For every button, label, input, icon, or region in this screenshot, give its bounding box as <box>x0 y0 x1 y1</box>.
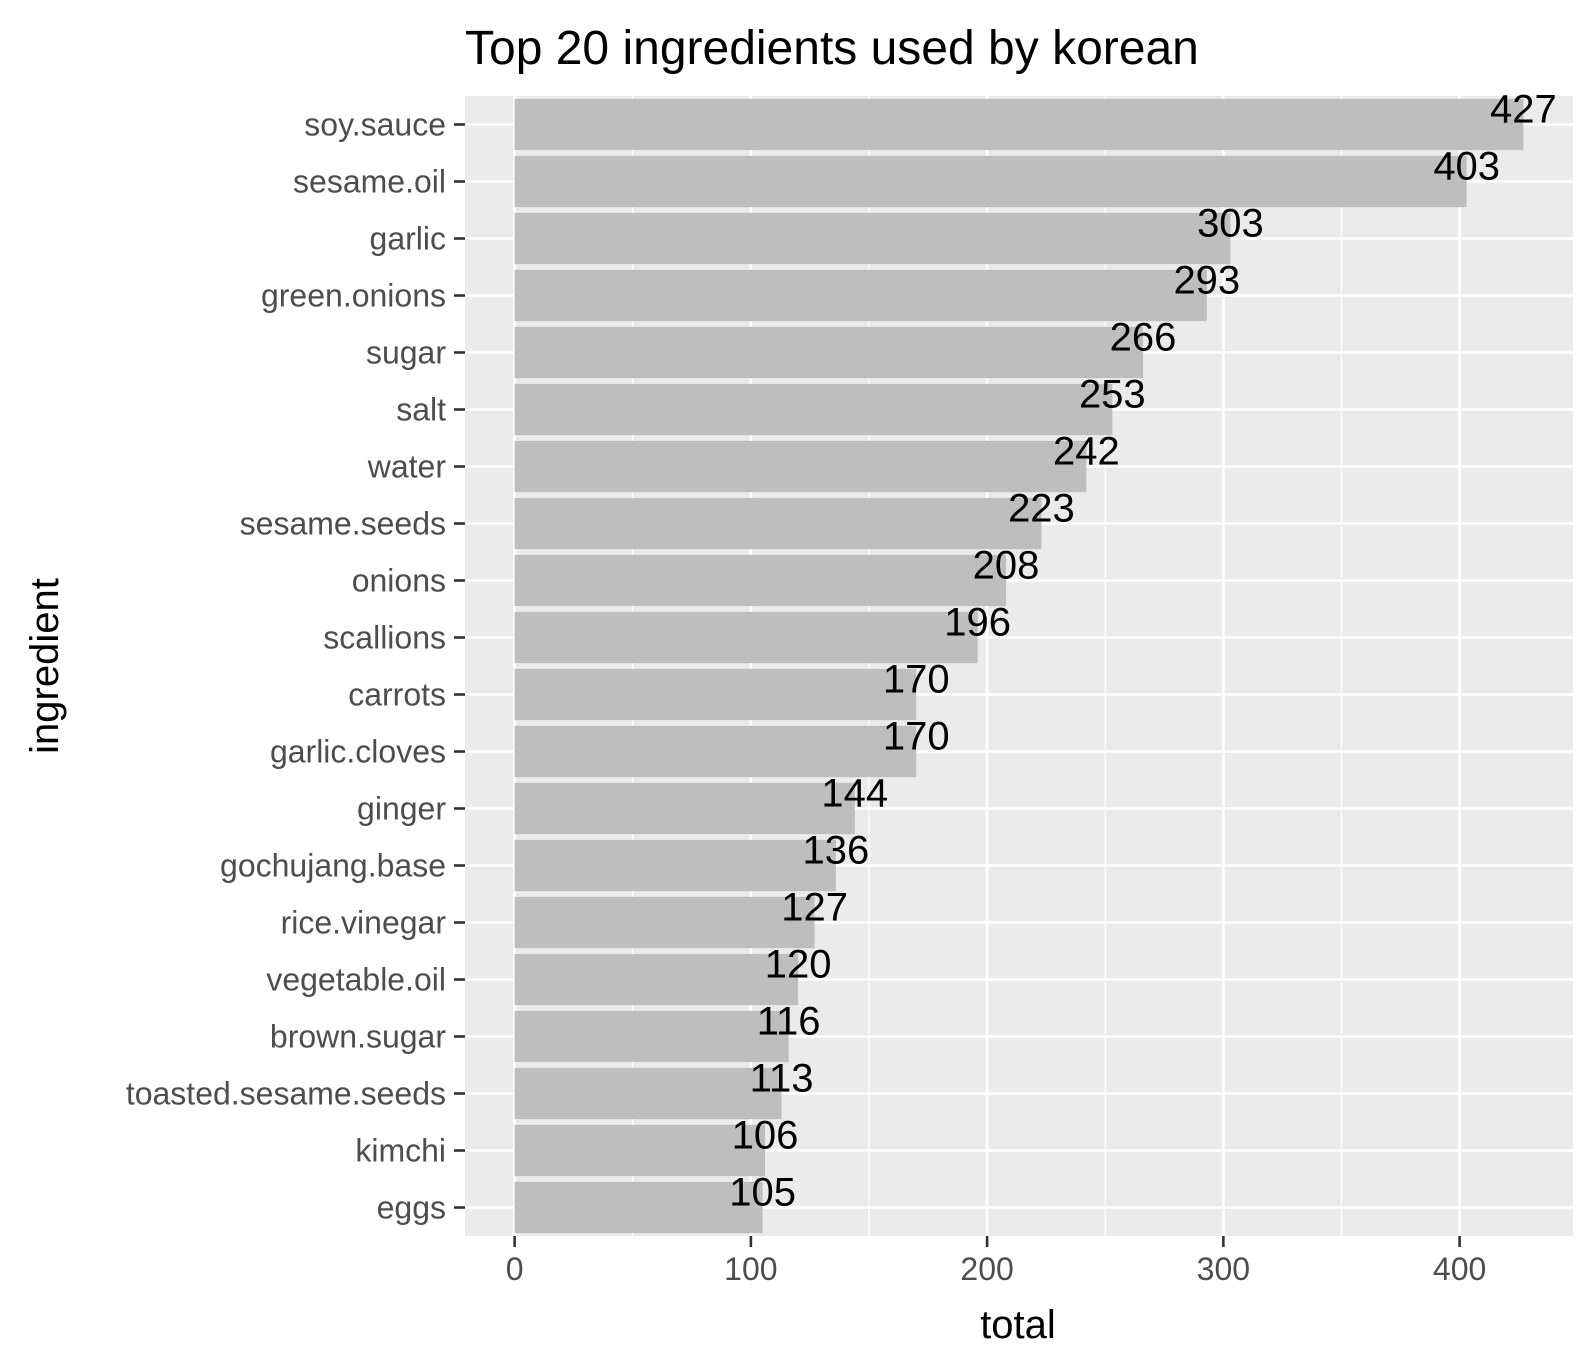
bar-toasted-sesame-seeds <box>514 1067 782 1120</box>
bar-carrots <box>514 668 917 721</box>
data-label: 170 <box>883 658 950 702</box>
plot-area: 427 403 303 293 266 253 242 223 208 196 170 170 144 1… <box>126 88 1573 1287</box>
data-label: 105 <box>729 1171 796 1215</box>
bar-water <box>514 440 1087 493</box>
data-label: 403 <box>1433 145 1500 189</box>
data-label: 170 <box>883 715 950 759</box>
data-label: 106 <box>732 1114 799 1158</box>
data-label: 208 <box>973 544 1040 588</box>
bar-garlic-cloves <box>514 725 917 778</box>
bar-sesame-oil <box>514 155 1467 208</box>
y-tick-label: salt <box>396 392 446 428</box>
data-label: 242 <box>1053 430 1120 474</box>
y-tick-label: sesame.seeds <box>240 506 446 542</box>
data-label: 253 <box>1079 373 1146 417</box>
plot-panel <box>465 96 1573 1236</box>
bar-brown-sugar <box>514 1010 789 1063</box>
y-tick-label: carrots <box>348 677 446 713</box>
y-tick-label: soy.sauce <box>304 107 446 143</box>
x-tick-label: 100 <box>724 1251 777 1287</box>
data-label: 144 <box>821 772 888 816</box>
data-label: 293 <box>1173 259 1240 303</box>
data-label: 120 <box>765 943 832 987</box>
y-tick-label: ginger <box>357 791 446 827</box>
y-axis-title: ingredient <box>23 578 67 754</box>
data-label: 266 <box>1110 316 1177 360</box>
data-label: 136 <box>803 829 870 873</box>
x-tick-label: 200 <box>960 1251 1013 1287</box>
x-tick-label: 400 <box>1433 1251 1486 1287</box>
bar-salt <box>514 383 1113 436</box>
bar-sugar <box>514 326 1144 379</box>
y-tick-label: garlic.cloves <box>270 734 446 770</box>
x-tick-label: 0 <box>506 1251 524 1287</box>
y-tick-label: toasted.sesame.seeds <box>126 1076 446 1112</box>
bar-rice-vinegar <box>514 896 815 949</box>
bar-garlic <box>514 212 1231 265</box>
y-tick-label: rice.vinegar <box>281 905 447 941</box>
data-label: 223 <box>1008 487 1075 531</box>
bar-kimchi <box>514 1124 766 1177</box>
y-tick-label: water <box>367 449 447 485</box>
data-label: 196 <box>944 601 1011 645</box>
y-tick-label: onions <box>352 563 446 599</box>
data-label: 127 <box>781 886 848 930</box>
y-tick-label: vegetable.oil <box>266 962 446 998</box>
y-tick-label: scallions <box>323 620 446 656</box>
y-tick-label: sugar <box>366 335 446 371</box>
bar-vegetable-oil <box>514 953 799 1006</box>
bar-eggs <box>514 1181 763 1234</box>
data-label: 113 <box>750 1057 814 1101</box>
data-label: 427 <box>1490 88 1557 132</box>
bar-ginger <box>514 782 855 835</box>
y-tick-label: kimchi <box>355 1133 446 1169</box>
data-label: 116 <box>757 1000 821 1044</box>
bar-soy-sauce <box>514 98 1524 151</box>
bar-sesame-seeds <box>514 497 1042 550</box>
y-tick-label: garlic <box>370 221 446 257</box>
chart-title: Top 20 ingredients used by korean <box>465 22 1199 75</box>
bar-onions <box>514 554 1007 607</box>
bar-gochujang-base <box>514 839 836 892</box>
y-tick-label: eggs <box>377 1190 446 1226</box>
y-tick-label: gochujang.base <box>220 848 446 884</box>
y-tick-label: brown.sugar <box>270 1019 446 1055</box>
x-tick-label: 300 <box>1197 1251 1250 1287</box>
x-axis-title: total <box>980 1303 1056 1347</box>
data-label: 303 <box>1197 202 1264 246</box>
bar-scallions <box>514 611 978 664</box>
y-tick-label: green.onions <box>261 278 446 314</box>
y-tick-label: sesame.oil <box>293 164 446 200</box>
bar-green-onions <box>514 269 1207 322</box>
